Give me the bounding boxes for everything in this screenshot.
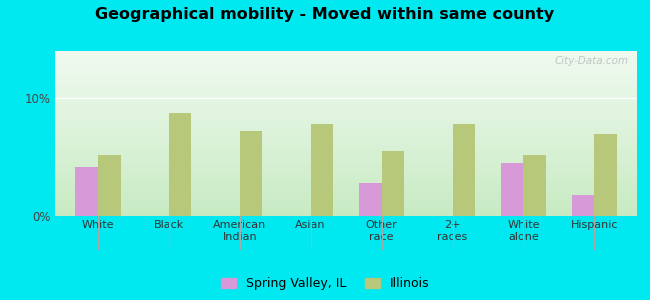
Bar <box>359 183 382 216</box>
Bar <box>169 113 192 216</box>
Text: City-Data.com: City-Data.com <box>554 56 629 66</box>
Bar <box>382 151 404 216</box>
Bar <box>75 167 98 216</box>
Bar <box>500 163 523 216</box>
Bar <box>595 134 617 216</box>
Text: Geographical mobility - Moved within same county: Geographical mobility - Moved within sam… <box>96 8 554 22</box>
Bar <box>240 131 263 216</box>
Bar <box>311 124 333 216</box>
Bar <box>452 124 475 216</box>
Bar <box>572 195 595 216</box>
Bar <box>98 155 120 216</box>
Legend: Spring Valley, IL, Illinois: Spring Valley, IL, Illinois <box>217 273 433 294</box>
Bar <box>523 155 546 216</box>
